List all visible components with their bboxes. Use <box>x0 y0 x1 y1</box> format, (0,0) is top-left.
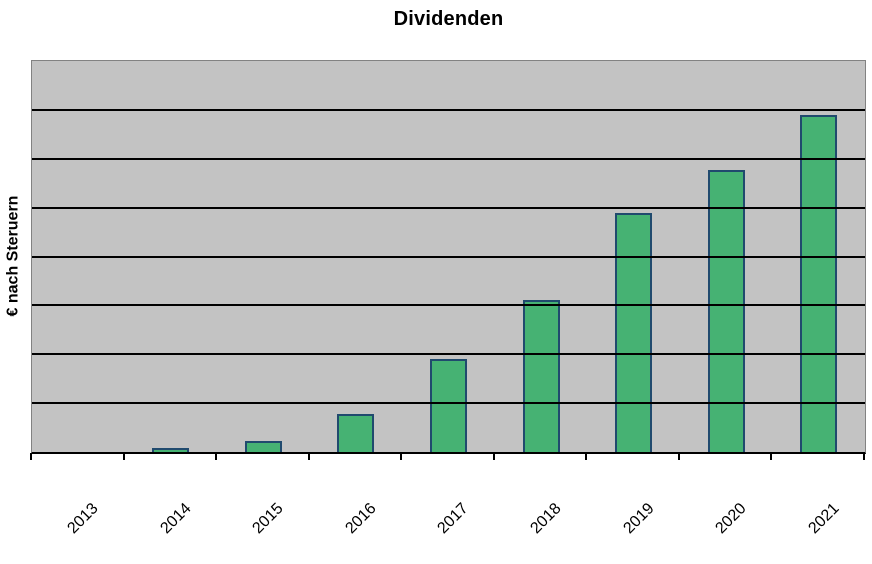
x-tick-label-2018: 2018 <box>527 500 566 538</box>
x-axis-tick <box>400 453 402 460</box>
x-tick-label-2013: 2013 <box>64 500 103 538</box>
x-tick-label-2020: 2020 <box>712 500 751 538</box>
x-axis-tick <box>493 453 495 460</box>
x-tick-label-2019: 2019 <box>620 500 659 538</box>
x-axis-tick <box>678 453 680 460</box>
gridline <box>32 158 865 160</box>
x-axis-tick <box>215 453 217 460</box>
x-tick-label-2015: 2015 <box>249 500 288 538</box>
y-axis-label-container: € nach Steruern <box>0 60 26 451</box>
gridline <box>32 207 865 209</box>
gridline <box>32 109 865 111</box>
x-tick-label-2021: 2021 <box>805 500 844 538</box>
gridline <box>32 256 865 258</box>
x-axis-tick <box>863 453 865 460</box>
bar-2021 <box>800 115 837 452</box>
x-axis-tick <box>308 453 310 460</box>
x-axis-tick <box>770 453 772 460</box>
x-axis-tick <box>30 453 32 460</box>
x-tick-label-2014: 2014 <box>157 500 196 538</box>
x-tick-label-2016: 2016 <box>342 500 381 538</box>
plot-area <box>31 60 866 454</box>
x-tick-label-2017: 2017 <box>434 500 473 538</box>
x-axis-tick <box>123 453 125 460</box>
chart-title: Dividenden <box>393 8 504 30</box>
gridline <box>32 402 865 404</box>
bar-2019 <box>615 213 652 452</box>
bar-2017 <box>430 359 467 452</box>
x-axis-tick <box>585 453 587 460</box>
bar-2015 <box>245 441 282 452</box>
bar-2018 <box>523 300 560 452</box>
gridline <box>32 304 865 306</box>
bar-2016 <box>337 414 374 452</box>
bar-2014 <box>152 448 189 452</box>
bar-2020 <box>708 170 745 452</box>
y-axis-label: € nach Steruern <box>4 195 21 316</box>
gridline <box>32 353 865 355</box>
